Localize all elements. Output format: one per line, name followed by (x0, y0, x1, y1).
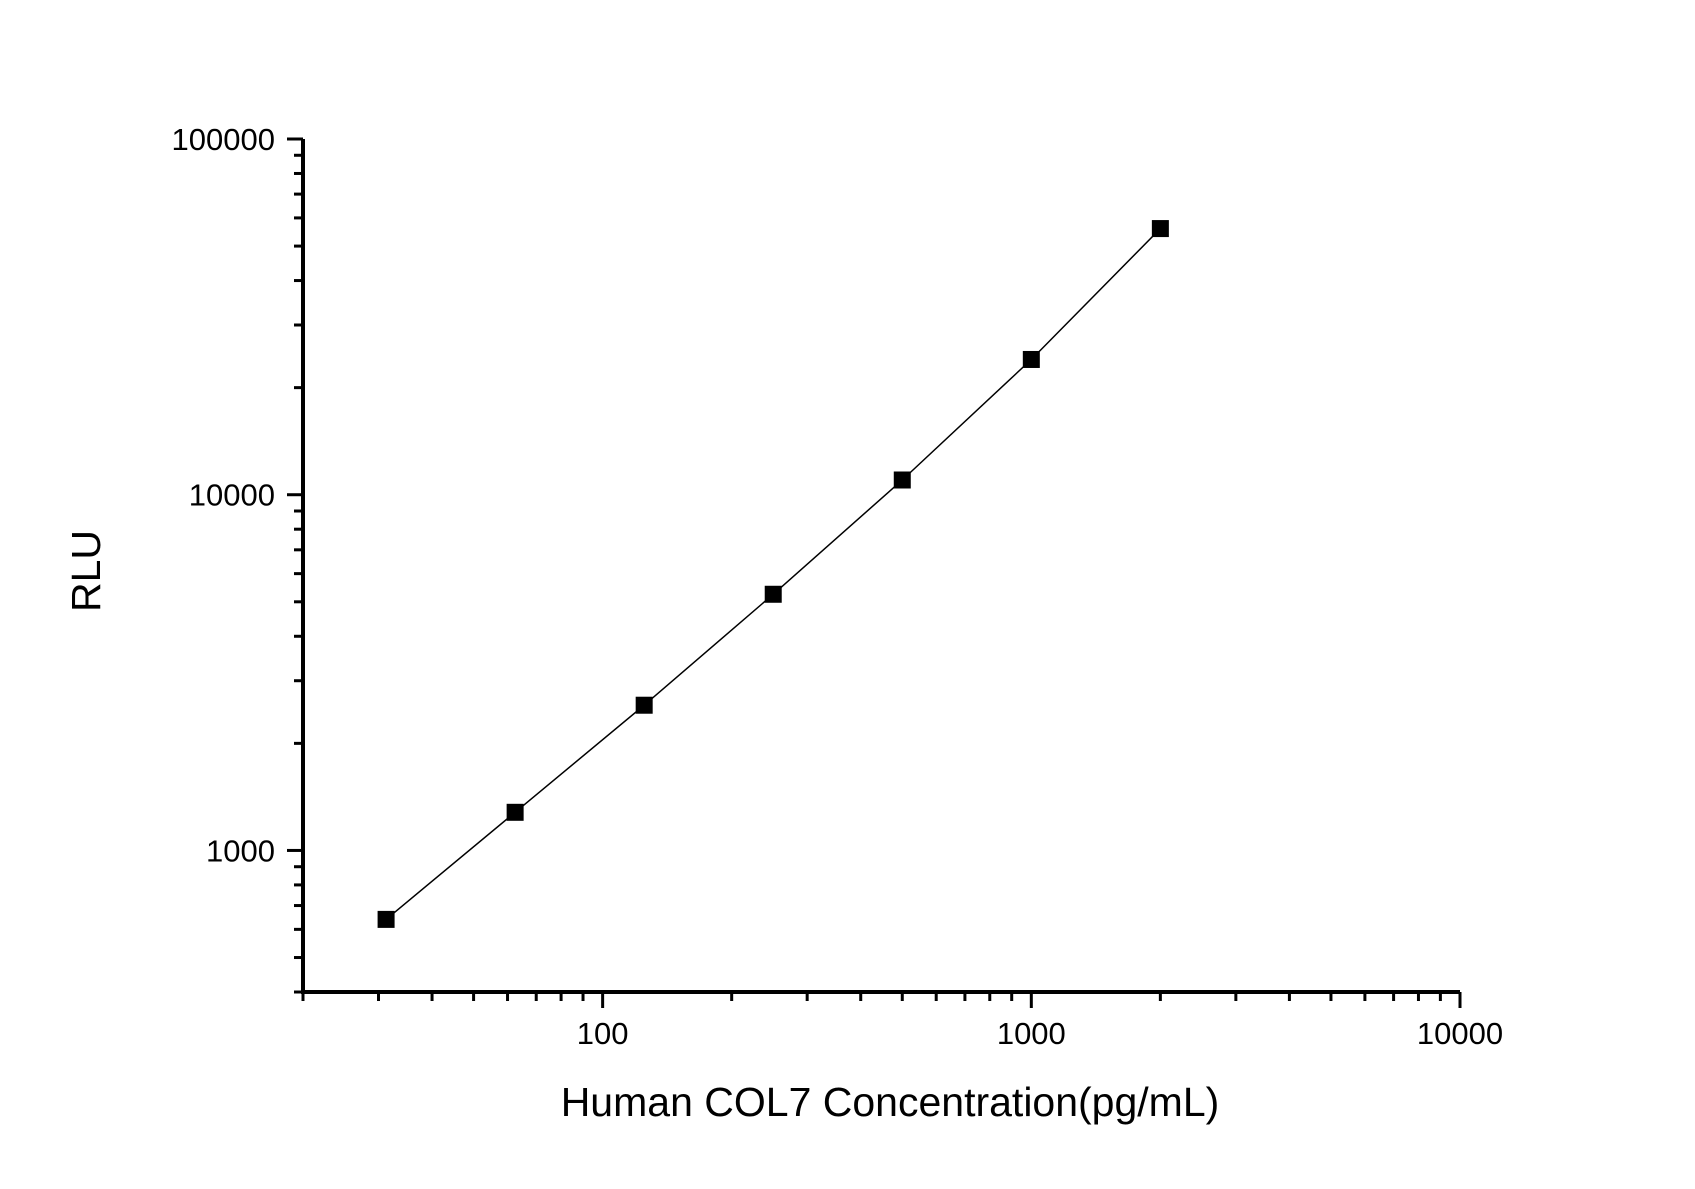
data-point-marker (635, 696, 653, 714)
axes-frame (301, 139, 1460, 994)
data-point-marker (506, 803, 524, 821)
y-axis-title: RLU (63, 530, 109, 612)
axis-ticks (287, 137, 1462, 1008)
data-point-marker (893, 471, 911, 489)
y-tick-label: 100000 (172, 122, 275, 157)
x-tick-label: 10000 (1417, 1016, 1503, 1051)
y-tick-label: 10000 (189, 478, 275, 513)
series-line (385, 228, 1161, 920)
axis-line (301, 139, 1460, 994)
data-point-marker (377, 910, 395, 928)
data-series (377, 220, 1169, 928)
y-tick-label: 1000 (206, 833, 275, 868)
x-tick-label: 1000 (997, 1016, 1066, 1051)
x-tick-label: 100 (577, 1016, 629, 1051)
tick-labels: 100 1000 10000 1000 10000 100000 (172, 122, 1504, 1051)
data-point-marker (1151, 220, 1169, 238)
data-point-marker (764, 585, 782, 603)
data-point-marker (1022, 350, 1040, 368)
x-axis-title: Human COL7 Concentration(pg/mL) (561, 1079, 1220, 1125)
